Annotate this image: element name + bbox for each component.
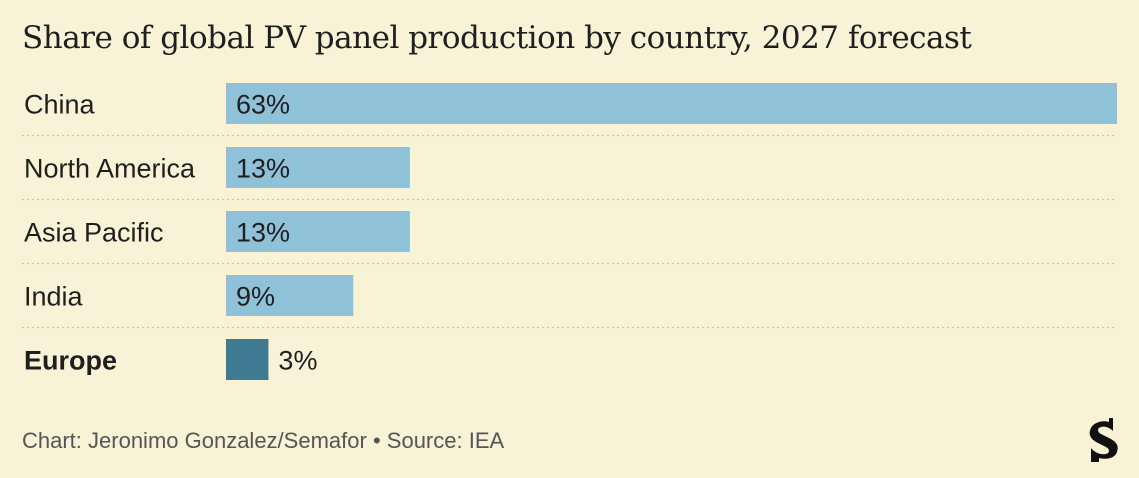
bar-asia-pacific [226,211,410,252]
semafor-logo-icon [1089,418,1118,462]
source-text: Source: IEA [386,428,505,453]
category-label-china: China [24,90,96,120]
chart-title: Share of global PV panel production by c… [22,20,972,56]
chart-footer: Chart: Jeronimo Gonzalez/Semafor • Sourc… [22,428,504,454]
bar-china [226,83,1117,124]
category-label-europe: Europe [24,346,117,376]
value-label-india: 9% [236,282,275,312]
value-label-asia-pacific: 13% [236,218,290,248]
category-label-asia-pacific: Asia Pacific [24,218,164,248]
bar-europe [226,339,269,380]
category-label-north-america: North America [24,154,196,184]
value-label-china: 63% [236,90,290,120]
category-label-india: India [24,282,84,312]
value-label-north-america: 13% [236,154,290,184]
credit-text: Chart: Jeronimo Gonzalez/Semafor [22,428,367,453]
bar-north-america [226,147,410,188]
footer-separator: • [372,428,381,453]
value-label-europe: 3% [278,346,317,376]
bar-india [226,275,354,316]
